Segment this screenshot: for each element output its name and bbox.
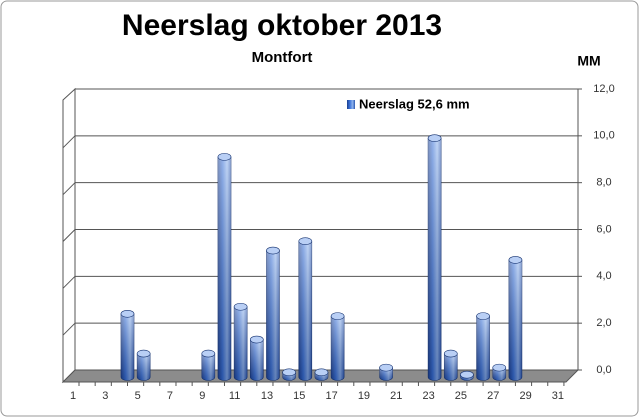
y-tick-label: 12,0	[593, 83, 614, 95]
bar	[443, 349, 458, 381]
bar	[476, 312, 490, 381]
x-tick-label: 31	[552, 390, 564, 402]
bar	[201, 349, 216, 381]
y-tick-label: 8,0	[596, 177, 611, 189]
bar	[330, 312, 345, 381]
grid-line	[62, 135, 76, 149]
bar	[217, 153, 232, 381]
bar	[298, 237, 313, 381]
chart-subtitle: Montfort	[252, 49, 313, 66]
grid-line	[62, 229, 76, 242]
bar	[233, 302, 248, 381]
x-tick-label: 11	[229, 390, 240, 402]
y-tick-label: 10,0	[593, 130, 614, 142]
bar	[266, 246, 280, 381]
x-tick-label: 21	[390, 390, 402, 402]
legend-swatch	[347, 100, 355, 109]
y-tick-label: 0,0	[596, 364, 611, 376]
x-tick-label: 3	[102, 390, 108, 402]
bar	[250, 335, 264, 381]
x-tick-label: 5	[135, 390, 141, 402]
grid-line	[62, 322, 76, 336]
bar	[460, 370, 474, 381]
bar	[136, 349, 151, 381]
x-tick-label: 1	[70, 390, 76, 402]
y-axis-label: MM	[577, 53, 600, 69]
x-tick-label: 15	[293, 390, 305, 402]
x-tick-label: 25	[455, 390, 467, 402]
x-tick-label: 13	[261, 390, 273, 402]
y-tick-label: 2,0	[596, 317, 611, 329]
x-tick-label: 7	[167, 390, 173, 402]
x-tick-label: 19	[358, 390, 370, 402]
grid-line	[62, 275, 76, 289]
bar	[492, 363, 507, 381]
bar	[314, 368, 329, 381]
chart-title: Neerslag oktober 2013	[122, 9, 442, 42]
bar	[282, 368, 296, 381]
legend-label: Neerslag 52,6 mm	[359, 96, 470, 111]
bar	[379, 363, 393, 381]
x-tick-label: 23	[422, 390, 434, 402]
x-tick-label: 17	[325, 390, 337, 402]
x-tick-label: 27	[487, 390, 499, 402]
grid-line	[62, 182, 76, 196]
x-tick-label: 9	[199, 390, 205, 402]
x-tick-label: 29	[519, 390, 531, 402]
bar	[427, 134, 442, 381]
y-tick-label: 6,0	[596, 223, 611, 235]
bar	[120, 309, 135, 381]
bar	[508, 256, 523, 381]
y-tick-label: 4,0	[596, 270, 611, 282]
